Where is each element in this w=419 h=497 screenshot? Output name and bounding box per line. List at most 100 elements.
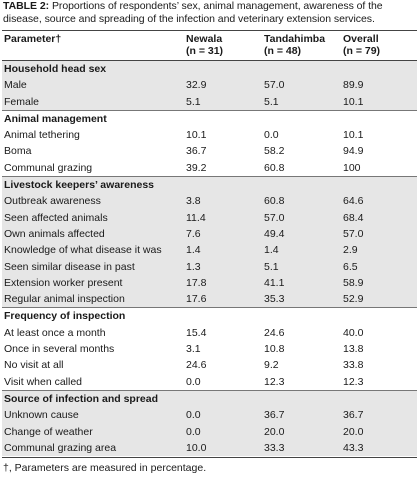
header-col-overall: Overall (n = 79) — [341, 30, 417, 61]
row-label: Boma — [4, 145, 32, 158]
table-row: Own animals affected 7.6 49.4 57.0 — [2, 225, 417, 243]
table-row: At least once a month 15.4 24.6 40.0 — [2, 325, 417, 341]
row-value: 10.8 — [264, 343, 285, 356]
row-value: 57.0 — [262, 77, 341, 94]
row-value: 10.0 — [184, 439, 262, 457]
table-row: Once in several months 3.1 10.8 13.8 — [2, 341, 417, 357]
row-value: 41.1 — [262, 274, 341, 292]
table-row: Change of weather 0.0 20.0 20.0 — [2, 423, 417, 440]
row-value: 24.6 — [186, 359, 207, 372]
row-label: Seen affected animals — [2, 209, 184, 226]
row-label: Female — [2, 93, 184, 111]
section-title: Livestock keepers’ awareness — [2, 176, 417, 194]
row-label: Animal tethering — [4, 129, 80, 142]
header-col-name: Tandahimba — [264, 33, 326, 45]
row-label: Outbreak awareness — [2, 193, 184, 210]
section-title: Frequency of inspection — [2, 307, 417, 325]
row-label: Knowledge of what disease it was — [2, 242, 184, 259]
table-row: Male 32.9 57.0 89.9 — [2, 77, 417, 94]
table-row: Communal grazing area 10.0 33.3 43.3 — [2, 439, 417, 457]
row-value: 24.6 — [264, 326, 285, 339]
row-value: 1.4 — [262, 242, 341, 259]
row-value: 7.6 — [184, 225, 262, 243]
row-value: 10.1 — [186, 129, 207, 142]
header-parameter: Parameter† — [2, 30, 184, 61]
row-value: 32.9 — [184, 77, 262, 94]
row-value: 64.6 — [341, 193, 417, 210]
table-row: Communal grazing 39.2 60.8 100 — [2, 160, 417, 177]
table-row: Unknown cause 0.0 36.7 36.7 — [2, 407, 417, 424]
header-col-tandahimba: Tandahimba (n = 48) — [262, 30, 341, 61]
row-label: No visit at all — [4, 359, 64, 372]
row-value: 57.0 — [341, 225, 417, 243]
row-value: 36.7 — [341, 407, 417, 424]
row-value: 43.3 — [341, 439, 417, 457]
row-label: Communal grazing — [4, 161, 93, 174]
row-label: Visit when called — [4, 375, 83, 388]
section-header-row: Household head sex — [2, 60, 417, 78]
row-value: 40.0 — [343, 326, 364, 339]
header-col-newala: Newala (n = 31) — [184, 30, 262, 61]
table-caption: TABLE 2: Proportions of respondents’ sex… — [2, 0, 417, 26]
row-value: 5.1 — [184, 93, 262, 111]
row-label: Own animals affected — [2, 225, 184, 243]
table-row: Extension worker present 17.8 41.1 58.9 — [2, 274, 417, 292]
table-row: Boma 36.7 58.2 94.9 — [2, 143, 417, 159]
table-row: Visit when called 0.0 12.3 12.3 — [2, 374, 417, 391]
row-value: 33.8 — [343, 359, 364, 372]
row-value: 0.0 — [186, 375, 201, 388]
row-label: Change of weather — [2, 423, 184, 440]
row-value: 3.1 — [186, 343, 201, 356]
row-value: 60.8 — [262, 193, 341, 210]
header-col-name: Overall — [343, 33, 379, 45]
row-value: 15.4 — [186, 326, 207, 339]
row-value: 60.8 — [264, 161, 285, 174]
row-value: 0.0 — [184, 423, 262, 440]
row-value: 12.3 — [343, 375, 364, 388]
row-value: 13.8 — [343, 343, 364, 356]
table-row: Knowledge of what disease it was 1.4 1.4 2.… — [2, 242, 417, 259]
row-value: 58.9 — [341, 274, 417, 292]
row-value: 2.9 — [341, 242, 417, 259]
row-value: 12.3 — [264, 375, 285, 388]
row-value: 49.4 — [262, 225, 341, 243]
row-label: At least once a month — [4, 326, 106, 339]
row-value: 17.6 — [184, 291, 262, 308]
row-value: 10.1 — [343, 129, 364, 142]
row-value: 9.2 — [264, 359, 279, 372]
row-label: Communal grazing area — [2, 439, 184, 457]
table-row: Seen similar disease in past 1.3 5.1 6.5 — [2, 258, 417, 275]
row-value: 0.0 — [184, 407, 262, 424]
section-header-row: Livestock keepers’ awareness — [2, 176, 417, 194]
row-value: 36.7 — [262, 407, 341, 424]
row-value: 20.0 — [262, 423, 341, 440]
row-value: 35.3 — [262, 291, 341, 308]
row-label: Regular animal inspection — [2, 291, 184, 308]
section-title: Animal management — [2, 109, 417, 128]
row-value: 68.4 — [341, 209, 417, 226]
row-value: 10.1 — [341, 93, 417, 111]
header-col-n: (n = 31) — [186, 45, 224, 57]
header-col-n: (n = 79) — [343, 45, 381, 57]
row-value: 58.2 — [264, 145, 285, 158]
row-value: 1.3 — [184, 258, 262, 275]
row-value: 11.4 — [184, 209, 262, 226]
section-header-row: Animal management — [2, 109, 417, 128]
row-value: 5.1 — [262, 258, 341, 275]
table-header: Parameter† Newala (n = 31) Tandahimba (n… — [2, 30, 417, 61]
table-row: Outbreak awareness 3.8 60.8 64.6 — [2, 193, 417, 210]
table-row: Seen affected animals 11.4 57.0 68.4 — [2, 209, 417, 226]
row-value: 1.4 — [184, 242, 262, 259]
row-label: Once in several months — [4, 343, 115, 356]
row-value: 39.2 — [186, 161, 207, 174]
table-row: Animal tethering 10.1 0.0 10.1 — [2, 127, 417, 143]
section-header-row: Frequency of inspection — [2, 307, 417, 325]
row-label: Unknown cause — [2, 407, 184, 424]
row-value: 89.9 — [341, 77, 417, 94]
row-value: 52.9 — [341, 291, 417, 308]
row-label: Extension worker present — [2, 274, 184, 292]
table-footnote: †, Parameters are measured in percentage… — [3, 462, 207, 475]
row-value: 20.0 — [341, 423, 417, 440]
row-value: 3.8 — [184, 193, 262, 210]
table-body: Household head sex Male 32.9 57.0 89.9 Female… — [2, 60, 417, 457]
